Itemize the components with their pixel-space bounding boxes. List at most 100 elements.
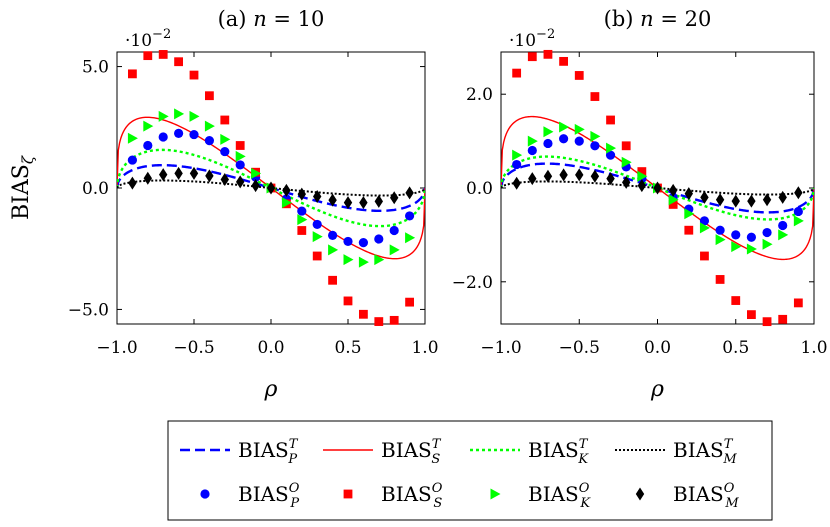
- x-tick-label: −1.0: [480, 338, 521, 358]
- data-point: [189, 70, 199, 80]
- data-point: [143, 51, 153, 61]
- data-point: [684, 187, 693, 201]
- legend-entry: BIAST S: [323, 437, 442, 467]
- y-tick-label: −5.0: [68, 300, 109, 320]
- data-point: [668, 194, 679, 206]
- x-tick-label: 0.0: [644, 338, 671, 358]
- data-point: [390, 191, 399, 205]
- chart-panel-b: −1.0 −0.5 0.0 0.5 1.0 −2.0 0.0 2.0 ·10−2 (b) n = …: [452, 7, 828, 402]
- data-point: [312, 251, 322, 261]
- data-point: [328, 230, 338, 240]
- x-tick-label: −0.5: [559, 338, 600, 358]
- series-line-K: [501, 155, 814, 221]
- data-point: [158, 110, 169, 122]
- data-point: [637, 179, 647, 193]
- legend: BIAST P BIAST S BIAST K BIAST M BIASO P BIASO S BIAS…: [167, 420, 773, 521]
- legend-entry: BIAST P: [180, 437, 299, 467]
- data-point: [389, 244, 400, 256]
- data-point: [700, 251, 709, 261]
- data-point: [204, 136, 214, 146]
- data-point: [235, 150, 246, 162]
- data-point: [251, 179, 260, 193]
- data-point: [605, 150, 616, 160]
- data-point: [653, 181, 662, 195]
- legend-entry: BIASO K: [490, 481, 591, 511]
- series-markers-diamond: [512, 168, 803, 208]
- data-point: [559, 56, 568, 66]
- data-point: [684, 225, 694, 235]
- data-point: [312, 231, 323, 243]
- y-tick-label: −2.0: [452, 273, 493, 293]
- y-scale-label: ·10−2: [509, 27, 555, 51]
- data-point: [174, 108, 185, 120]
- x-tick-label: −1.0: [96, 338, 137, 358]
- data-point: [236, 175, 245, 189]
- data-point: [220, 146, 230, 157]
- legend-label: BIASO M: [673, 481, 739, 511]
- data-point: [637, 167, 647, 176]
- data-point: [297, 226, 307, 235]
- data-point: [405, 186, 414, 200]
- data-point: [793, 206, 803, 217]
- legend-marker-swatch: [490, 488, 501, 500]
- data-point: [312, 219, 322, 230]
- data-point: [174, 128, 184, 138]
- y-axis-label: BIASζ: [9, 155, 37, 220]
- data-point: [762, 227, 772, 238]
- data-point: [405, 232, 416, 244]
- data-point: [746, 232, 757, 242]
- data-point: [266, 181, 276, 195]
- legend-marker-swatch: [635, 487, 645, 501]
- data-point: [575, 168, 584, 182]
- data-point: [127, 155, 137, 165]
- data-point: [282, 183, 291, 197]
- data-point: [559, 134, 569, 144]
- data-point: [528, 172, 537, 186]
- legend-entry: BIASO S: [343, 481, 443, 511]
- data-point: [204, 120, 215, 132]
- data-point: [715, 275, 725, 284]
- data-point: [793, 215, 804, 227]
- data-point: [358, 238, 368, 248]
- data-point: [512, 149, 523, 161]
- data-point: [343, 296, 353, 306]
- data-point: [778, 229, 789, 241]
- data-point: [574, 136, 584, 146]
- data-point: [205, 169, 214, 183]
- data-point: [778, 314, 788, 324]
- data-point: [747, 310, 756, 320]
- series-line-M: [501, 180, 814, 196]
- data-point: [793, 298, 803, 308]
- data-point: [621, 141, 631, 151]
- series-markers-triangle: [512, 121, 804, 255]
- y-scale-label: ·10−2: [125, 27, 171, 51]
- data-point: [794, 186, 803, 200]
- data-point: [590, 169, 600, 183]
- data-point: [543, 169, 553, 183]
- legend-label: BIAST K: [528, 437, 589, 467]
- data-point: [512, 176, 521, 190]
- data-point: [328, 275, 337, 285]
- data-point: [746, 243, 757, 255]
- data-point: [297, 206, 307, 216]
- legend-entry: BIASO P: [200, 481, 300, 511]
- data-point: [358, 256, 369, 268]
- data-point: [359, 309, 368, 319]
- data-point: [574, 71, 584, 80]
- x-tick-label: 1.0: [411, 338, 438, 358]
- data-point: [699, 216, 710, 226]
- data-point: [512, 159, 522, 170]
- data-point: [512, 68, 522, 78]
- data-point: [747, 194, 756, 208]
- data-point: [127, 132, 138, 144]
- data-point: [637, 170, 648, 182]
- data-point: [606, 115, 615, 125]
- data-point: [220, 115, 230, 125]
- data-point: [762, 317, 772, 327]
- y-tick-label: 0.0: [466, 179, 493, 199]
- x-tick-label: 0.0: [257, 338, 284, 358]
- data-point: [778, 190, 787, 204]
- chart-title: (b) n = 20: [604, 7, 712, 31]
- data-point: [527, 52, 537, 62]
